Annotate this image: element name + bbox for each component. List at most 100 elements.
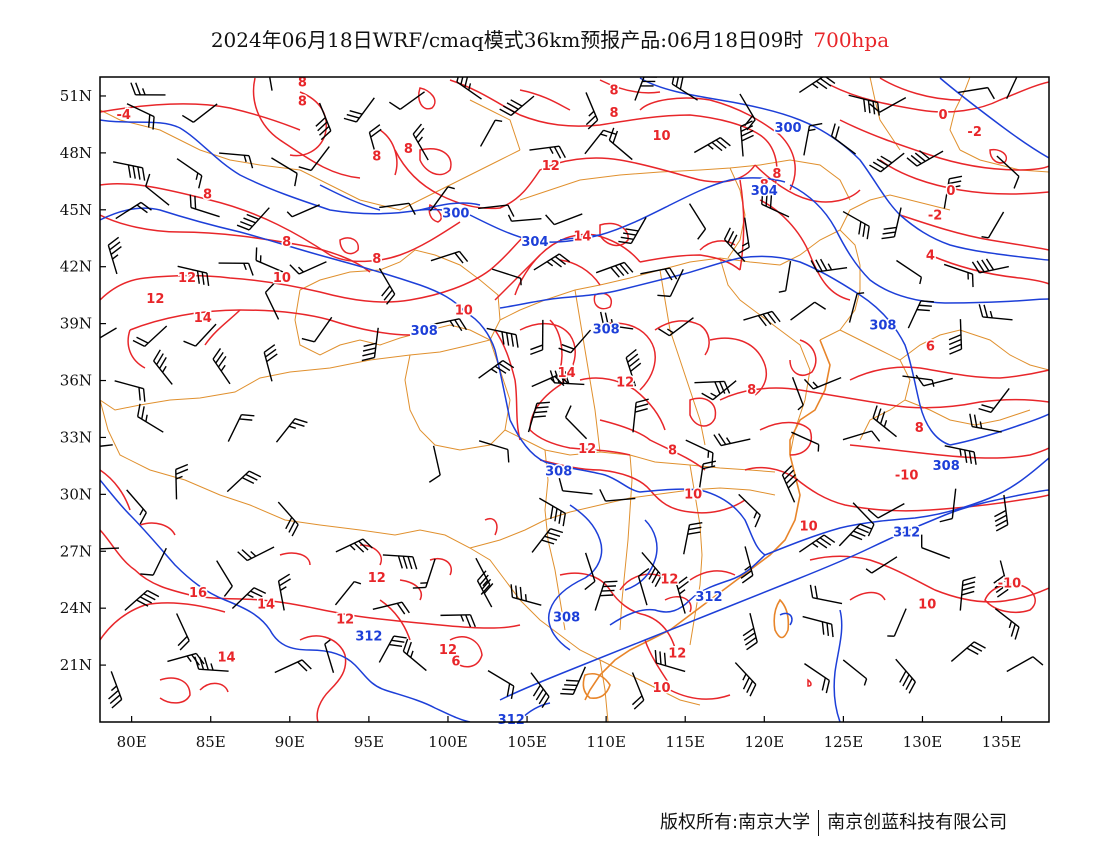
wind-barb (530, 319, 544, 356)
wind-barb (971, 258, 1009, 274)
lat-label: 27N (60, 542, 92, 560)
wind-barb (803, 376, 842, 390)
temperature-label: 14 (257, 597, 275, 612)
title-level: 700hpa (813, 28, 890, 52)
wind-barb (107, 236, 122, 275)
temperature-label: 14 (558, 366, 576, 381)
lon-label: 90E (275, 733, 305, 751)
temperature-label: 10 (652, 681, 670, 696)
wind-barb (456, 77, 482, 100)
wind-barb (545, 213, 583, 226)
wind-barb (271, 157, 298, 187)
wind-barb (527, 401, 550, 433)
wind-barb (671, 77, 698, 101)
height-label: 308 (869, 319, 896, 334)
temperature-label: -10 (895, 468, 919, 483)
temperature-label: 10 (455, 303, 473, 318)
temperature-label: -2 (928, 208, 942, 223)
wind-barb (216, 560, 233, 597)
temperature-label: 14 (217, 651, 235, 666)
temperature-label: 12 (616, 375, 634, 390)
wind-barb (324, 639, 335, 673)
lat-label: 21N (60, 656, 92, 674)
wind-barb (978, 304, 1013, 321)
wind-barb (584, 129, 617, 155)
lat-label: 45N (60, 201, 92, 219)
wind-barb (231, 587, 267, 610)
wind-barb (658, 317, 694, 337)
footer-right: 南京创蓝科技有限公司 (827, 812, 1008, 833)
wind-barb (486, 327, 519, 348)
wind-barb (654, 649, 686, 673)
temperature-label: 12 (178, 271, 196, 286)
wind-barb (1006, 77, 1018, 100)
height-label: 308 (553, 611, 580, 626)
temperature-label: 8 (372, 252, 381, 267)
wind-barb (181, 103, 218, 123)
wind-barb (781, 465, 798, 503)
wind-barb (275, 418, 308, 443)
temperature-label: 8 (747, 383, 756, 398)
wind-barb (641, 552, 663, 587)
wind-barb (688, 203, 707, 240)
wind-barb (867, 502, 905, 519)
temperature-label: 8 (282, 235, 291, 250)
height-label: 312 (893, 525, 920, 540)
wind-barb (742, 612, 758, 651)
wind-barb (804, 663, 830, 694)
wind-barb (372, 601, 410, 615)
wind-barb (618, 217, 647, 245)
wind-barbs (100, 77, 1044, 710)
temperature-label: 12 (578, 442, 596, 457)
temperature-label: 10 (684, 487, 702, 502)
wind-barb (869, 152, 905, 173)
wind-barb (539, 497, 567, 527)
height-label: 308 (933, 459, 960, 474)
wind-barb (478, 440, 510, 463)
lon-label: 125E (824, 733, 864, 751)
wind-barb (298, 146, 330, 172)
temperature-label: 8 (915, 421, 924, 436)
wind-barb (478, 359, 515, 379)
height-label: 308 (593, 322, 620, 337)
lon-label: 80E (117, 733, 147, 751)
wind-barb (428, 445, 441, 483)
wind-barb (227, 413, 255, 442)
wind-barb (939, 488, 957, 523)
wind-barb (842, 659, 868, 686)
wind-barb (487, 670, 515, 699)
wind-barb (277, 501, 299, 537)
wind-barb (1006, 656, 1044, 673)
temperature-label: -4 (116, 108, 130, 123)
lon-label: 135E (982, 733, 1022, 751)
footer-left: 版权所有:南京大学 (660, 812, 811, 833)
wind-barb (175, 613, 190, 651)
wind-barb (830, 123, 857, 155)
height-label: 312 (355, 630, 382, 645)
map-axes: 80E 85E 90E 95E 100E 105E 110E 115E 120E 125E 130E… (60, 87, 1022, 751)
wind-barb (637, 567, 650, 606)
height-label: 308 (545, 465, 572, 480)
wind-barb (412, 123, 429, 161)
wind-barb (694, 380, 731, 395)
temperature-label: -10 (998, 577, 1022, 592)
wind-barb (212, 348, 231, 385)
wind-barb (842, 210, 870, 240)
wind-barb (791, 376, 804, 411)
wind-barb (343, 97, 375, 123)
wind-barb (723, 227, 746, 262)
wind-barb (177, 265, 210, 286)
lat-label: 24N (60, 599, 92, 617)
temperature-label: 8 (668, 444, 677, 459)
wind-barb (440, 614, 476, 628)
wind-barb (476, 570, 494, 608)
wind-barb (852, 502, 875, 537)
wind-barb (126, 103, 155, 130)
wind-barb (236, 207, 270, 231)
lat-label: 36N (60, 372, 92, 390)
wind-barb (218, 262, 254, 276)
wind-barb (126, 489, 147, 525)
wind-barb (734, 662, 757, 697)
wind-barb (743, 310, 781, 327)
lon-label: 85E (196, 733, 226, 751)
